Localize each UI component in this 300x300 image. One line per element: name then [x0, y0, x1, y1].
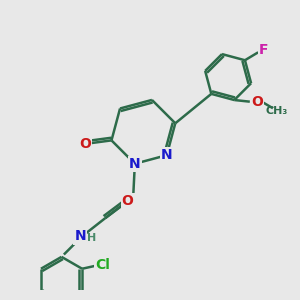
Text: Cl: Cl — [95, 259, 110, 272]
Text: O: O — [122, 194, 134, 208]
Text: N: N — [161, 148, 172, 162]
Text: O: O — [251, 95, 263, 109]
Text: N: N — [129, 157, 141, 171]
Text: CH₃: CH₃ — [265, 106, 287, 116]
Text: N: N — [74, 230, 86, 243]
Text: F: F — [259, 43, 268, 57]
Text: H: H — [87, 233, 96, 243]
Text: O: O — [79, 137, 91, 151]
